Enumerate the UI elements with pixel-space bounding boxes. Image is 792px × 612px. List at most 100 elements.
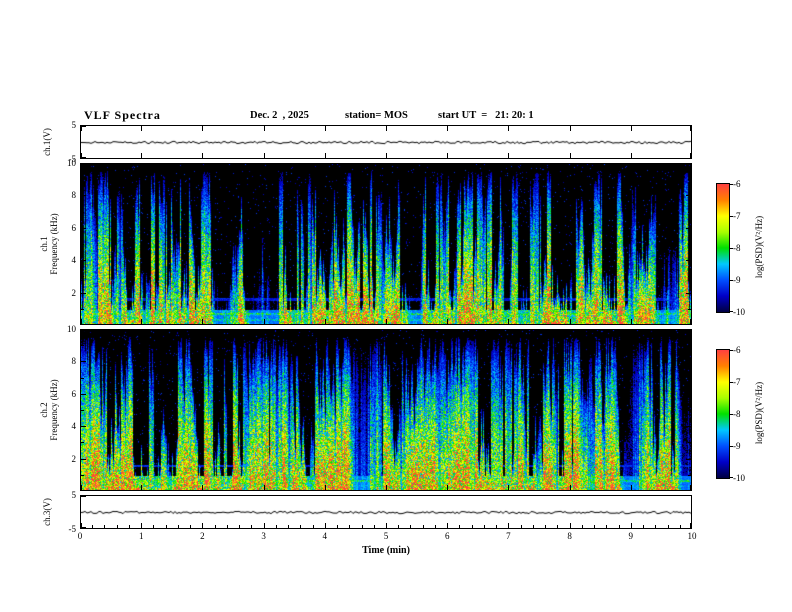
tick-mark: [312, 525, 314, 528]
tick-mark: [386, 126, 387, 131]
tick-mark: [447, 319, 449, 324]
tick-mark: [214, 525, 216, 528]
tick-mark: [545, 525, 547, 528]
tick-mark: [361, 525, 363, 528]
tick-mark: [569, 523, 571, 528]
tick-mark: [730, 280, 733, 281]
tick-mark: [81, 527, 86, 528]
tick-mark: [434, 525, 436, 528]
tick-mark: [81, 410, 84, 411]
tick-mark: [686, 426, 691, 428]
x-tick-label: 3: [261, 531, 266, 541]
tick-mark: [688, 308, 691, 310]
tick-mark: [81, 126, 82, 131]
ch2-colorbar-label: log(PSD)(V²/Hz): [754, 381, 764, 445]
tick-mark: [688, 442, 691, 444]
station-label: station= MOS: [345, 110, 408, 121]
tick-mark: [447, 126, 449, 131]
ch1-colorbar-canvas: [717, 184, 729, 312]
tick-mark: [686, 227, 691, 229]
tick-mark: [81, 330, 86, 331]
tick-mark: [202, 523, 204, 528]
tick-mark: [386, 319, 387, 324]
tick-mark: [508, 153, 510, 158]
tick-mark: [386, 153, 387, 158]
tick-mark: [81, 319, 82, 324]
tick-mark: [643, 525, 645, 528]
tick-mark: [81, 179, 84, 181]
ch1-colorbar-tick-label: -8: [733, 243, 741, 253]
tick-mark: [688, 474, 691, 476]
tick-mark: [324, 523, 326, 528]
ch1-voltage-ytick-label: 5: [71, 120, 77, 130]
ch3-voltage-axis-label: ch.3(V): [42, 498, 52, 526]
tick-mark: [81, 227, 86, 229]
tick-mark: [569, 485, 571, 490]
tick-mark: [141, 153, 143, 158]
x-tick-label: 8: [567, 531, 572, 541]
tick-mark: [324, 485, 326, 490]
tick-mark: [263, 523, 265, 528]
tick-mark: [81, 244, 84, 245]
tick-mark: [251, 525, 253, 528]
tick-mark: [688, 345, 691, 347]
tick-mark: [81, 276, 84, 278]
tick-mark: [688, 244, 691, 245]
date-label: Dec. 2 , 2025: [250, 110, 309, 121]
tick-mark: [165, 525, 167, 528]
tick-mark: [686, 195, 691, 197]
tick-mark: [190, 525, 192, 528]
ch1-spectrogram-ytick-label: 2: [71, 287, 77, 298]
tick-mark: [630, 523, 632, 528]
tick-mark: [730, 350, 733, 351]
ch2-spectrogram-ytick-label: 10: [67, 324, 76, 334]
tick-mark: [324, 126, 326, 131]
tick-mark: [81, 164, 86, 165]
tick-mark: [557, 525, 559, 528]
tick-mark: [141, 485, 143, 490]
ch2-spectrogram-ytick-label: 8: [71, 356, 77, 367]
tick-mark: [730, 477, 733, 478]
tick-mark: [594, 525, 596, 528]
tick-mark: [202, 319, 204, 324]
time-axis-label: Time (min): [362, 545, 410, 556]
tick-mark: [483, 525, 485, 528]
ch1-spectrogram-ytick-label: 8: [71, 190, 77, 201]
tick-mark: [447, 485, 449, 490]
ch1-voltage-trace-canvas: [81, 126, 691, 158]
ch2-colorbar: [716, 349, 730, 479]
ch2-spectrogram-axis-label: ch.2 Frequency (kHz): [39, 379, 59, 440]
tick-mark: [532, 525, 534, 528]
ch1-spectrogram-ytick-label: 4: [71, 255, 77, 266]
tick-mark: [128, 525, 130, 528]
tick-mark: [373, 525, 375, 528]
tick-mark: [410, 525, 412, 528]
tick-mark: [508, 485, 510, 490]
tick-mark: [81, 260, 86, 262]
tick-mark: [81, 308, 84, 310]
ch2-spectrogram-canvas: [81, 330, 691, 490]
ch1-frequency-axis-label: Frequency (kHz): [49, 213, 59, 275]
tick-mark: [630, 485, 632, 490]
tick-mark: [688, 276, 691, 278]
ch1-colorbar: [716, 183, 730, 313]
tick-mark: [141, 126, 143, 131]
tick-mark: [581, 525, 583, 528]
tick-mark: [686, 458, 691, 460]
tick-mark: [177, 525, 179, 528]
ch1-spectrogram-canvas: [81, 164, 691, 324]
tick-mark: [606, 525, 608, 528]
x-tick-label: 1: [138, 531, 144, 541]
ch2-spectrogram-ytick-label: 6: [71, 388, 77, 399]
tick-mark: [630, 319, 632, 324]
tick-mark: [447, 523, 449, 528]
tick-mark: [730, 248, 733, 249]
ch3-voltage-ytick-label: -5: [68, 524, 77, 534]
tick-mark: [667, 525, 669, 528]
tick-mark: [81, 442, 84, 444]
tick-mark: [81, 345, 84, 347]
tick-mark: [679, 525, 681, 528]
tick-mark: [690, 523, 691, 528]
ch1-spectrogram-ytick-label: 10: [67, 158, 76, 168]
tick-mark: [226, 525, 228, 528]
